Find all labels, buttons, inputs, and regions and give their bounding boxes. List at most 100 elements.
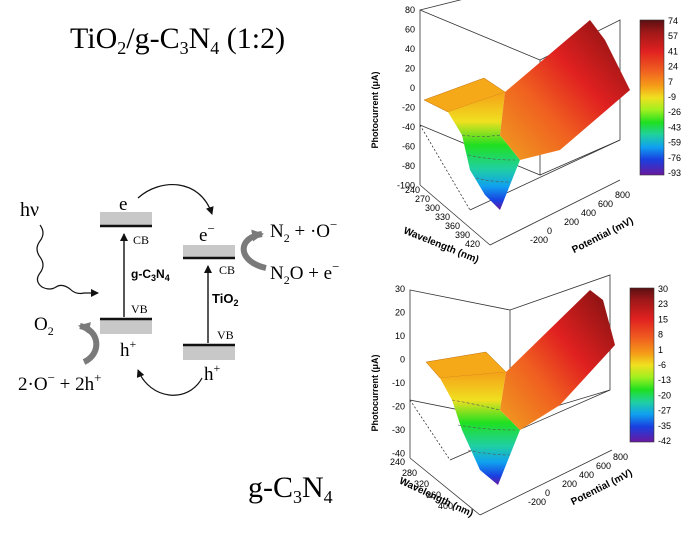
oxidation-reaction-label: 2·O− + 2h+ [18, 370, 101, 395]
svg-text:g-C3N4: g-C3N4 [248, 471, 333, 507]
surface-1-ridge [500, 20, 630, 160]
colorbar-tick-label: 74 [668, 16, 678, 26]
colorbar-tick-label: 1 [658, 345, 663, 355]
z-tick-label: -20 [392, 402, 405, 412]
x-tick-label: 360 [445, 221, 460, 231]
chart-1-colorbar [639, 19, 665, 176]
x-tick-label: 280 [402, 468, 417, 478]
colorbar-tick-label: 41 [668, 46, 678, 56]
tio2-hole: h+ [204, 361, 221, 385]
o2-label: O2 [34, 314, 54, 338]
colorbar-tick-label: -76 [668, 153, 681, 163]
colorbar-tick-label: -6 [658, 360, 666, 370]
y-tick-label: 400 [581, 208, 596, 218]
chart-2-z-label: Photocurrent (μA) [370, 354, 380, 431]
z-tick-label: 30 [395, 284, 405, 294]
x-tick-label: 400 [438, 501, 453, 511]
hole-transfer-arrow [136, 369, 203, 396]
chart-2-z-ticks: 30 20 10 0 -10 -20 -30 -40 [392, 284, 405, 459]
n2-radical-label: N2 + ·O− [270, 217, 337, 245]
y-tick-label: 800 [615, 190, 630, 200]
colorbar-tick-label: -43 [668, 122, 681, 132]
x-tick-label: 270 [415, 194, 430, 204]
y-tick-label: -200 [530, 235, 548, 245]
gcn-cb-band [100, 212, 152, 225]
surface-1-dip [448, 92, 520, 210]
z-tick-label: -40 [402, 122, 415, 132]
y-tick-label: 0 [547, 226, 552, 236]
y-tick-label: -200 [528, 497, 546, 507]
x-tick-label: 360 [426, 490, 441, 500]
n2o-reduction-arrow [240, 229, 267, 271]
y-tick-label: 400 [579, 470, 594, 480]
y-tick-label: 200 [564, 217, 579, 227]
tio2-electron: e− [199, 221, 215, 246]
colorbar-tick-label: -27 [658, 406, 671, 416]
surface-2-ridge [500, 290, 615, 430]
chart-2-x-label: Wavelength (nm) [397, 476, 474, 520]
z-tick-label: 60 [405, 25, 415, 35]
gcn-vb-band [100, 320, 152, 334]
z-tick-label: -30 [392, 425, 405, 435]
y-tick-label: 200 [562, 479, 577, 489]
colorbar-tick-label: -9 [668, 92, 676, 102]
colorbar-tick-label: -26 [668, 107, 681, 117]
x-tick-label: 240 [390, 457, 405, 467]
colorbar-tick-label: 8 [658, 330, 663, 340]
x-tick-label: 300 [425, 203, 440, 213]
tio2-label: TiO2 [212, 291, 238, 308]
oxidation-arrow [78, 322, 100, 365]
chart-2-colorbar-ticks: 30 23 15 8 1 -6 -13 -20 -27 -35 -42 [658, 284, 671, 446]
z-tick-label: -80 [402, 161, 415, 171]
z-tick-label: 20 [405, 64, 415, 74]
colorbar-tick-label: 7 [668, 77, 673, 87]
tio2-vb-band [183, 346, 235, 360]
electron-transfer-arrow [137, 184, 214, 215]
colorbar-tick-label: 23 [658, 299, 668, 309]
hv-label: hν [20, 199, 39, 221]
chart-1-z-label: Photocurrent (μA) [370, 71, 380, 148]
svg-text:TiO2/g-C3N4 (1:2): TiO2/g-C3N4 (1:2) [70, 22, 285, 58]
colorbar-tick-label: -13 [658, 375, 671, 385]
title-bottom: g-C3N4 [248, 471, 333, 507]
x-tick-label: 240 [405, 185, 420, 195]
band-scheme: hν e CB VB g-C3N4 h+ e− CB VB TiO2 h+ [18, 184, 339, 396]
z-tick-label: 40 [405, 44, 415, 54]
light-wave-arrow [36, 224, 99, 297]
z-tick-label: 10 [395, 331, 405, 341]
y-tick-label: 800 [613, 452, 628, 462]
tio2-cb-label: CB [219, 263, 235, 277]
z-tick-label: 0 [410, 83, 415, 93]
gcn-vb-label: VB [131, 302, 148, 316]
gcn-cb-label: CB [133, 233, 149, 247]
z-tick-label: -40 [392, 449, 405, 459]
gcn-electron: e [119, 194, 127, 215]
chart-1-z-ticks: 80 60 40 20 0 -20 -40 -60 -80 -100 [397, 5, 415, 191]
surface-2-dip [440, 372, 520, 485]
chart-1-y-label: Potential (mV) [570, 216, 635, 256]
y-tick-label: 0 [545, 488, 550, 498]
chart-2-colorbar [629, 287, 655, 443]
colorbar-tick-label: -59 [668, 138, 681, 148]
z-tick-label: -100 [397, 181, 415, 191]
colorbar-tick-label: 15 [658, 314, 668, 324]
colorbar-tick-label: -93 [668, 168, 681, 178]
z-tick-label: 20 [395, 308, 405, 318]
colorbar-tick-label: -20 [658, 390, 671, 400]
x-tick-label: 330 [435, 212, 450, 222]
chart-1-colorbar-ticks: 74 57 41 24 7 -9 -26 -43 -59 -76 -93 [668, 16, 681, 178]
colorbar-tick-label: -42 [658, 436, 671, 446]
tio2-cb-band [183, 245, 235, 257]
z-tick-label: -60 [402, 142, 415, 152]
gcn-label: g-C3N4 [131, 267, 170, 283]
title-top: TiO2/g-C3N4 (1:2) [70, 22, 285, 58]
colorbar-tick-label: 24 [668, 62, 678, 72]
z-tick-label: 80 [405, 5, 415, 15]
